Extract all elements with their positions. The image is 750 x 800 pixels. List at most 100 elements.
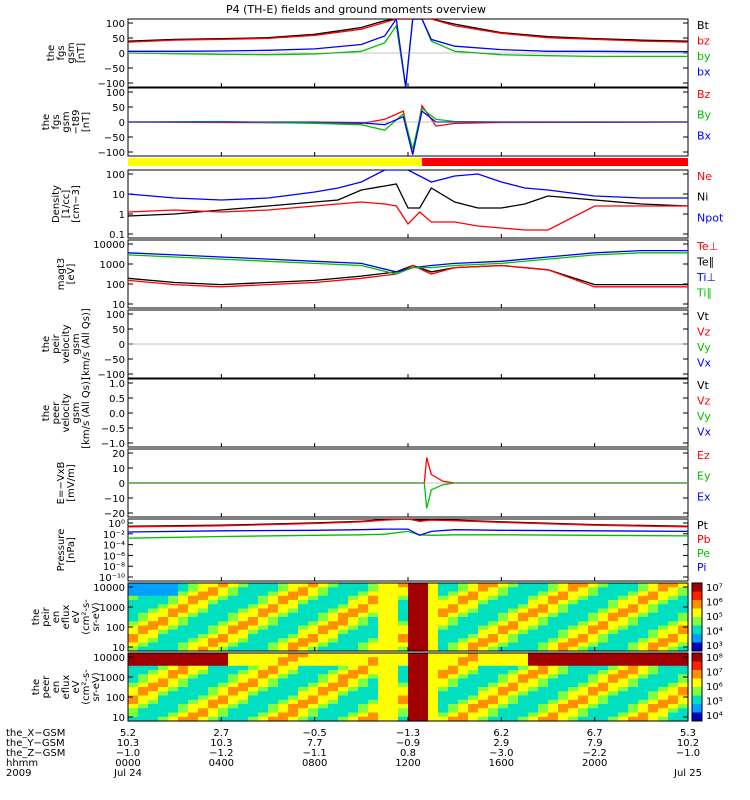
spectrogram-cell bbox=[278, 699, 289, 705]
y-axis-label-line: fgs bbox=[56, 45, 67, 60]
spectrogram-cell bbox=[458, 678, 469, 684]
spectrogram-cell bbox=[648, 665, 659, 671]
spectrogram-cell bbox=[408, 712, 419, 718]
spectrogram-cell bbox=[488, 695, 499, 701]
spectrogram-cell bbox=[248, 617, 259, 622]
spectrogram-cell bbox=[338, 682, 349, 688]
spectrogram-cell bbox=[438, 583, 449, 588]
spectrogram-cell bbox=[368, 595, 379, 601]
spectrogram-cell bbox=[518, 678, 529, 684]
spectrogram-cell bbox=[258, 625, 269, 631]
spectrogram-cell bbox=[478, 682, 489, 688]
spectrogram-cell bbox=[348, 608, 359, 614]
spectrogram-cell bbox=[648, 608, 659, 614]
spectrogram-cell bbox=[238, 665, 249, 671]
spectrogram-cell bbox=[548, 699, 559, 705]
spectrogram-cell bbox=[158, 704, 169, 709]
spectrogram-cell bbox=[548, 687, 559, 692]
spectrogram-cell bbox=[338, 591, 349, 597]
spectrogram-cell bbox=[678, 678, 689, 684]
spectrogram-cell bbox=[148, 617, 159, 622]
spectrogram-cell bbox=[478, 716, 489, 722]
spectrogram-cell bbox=[678, 708, 689, 714]
colorbar-frame bbox=[691, 582, 703, 652]
spectrogram-cell bbox=[568, 638, 579, 644]
spectrogram-cell bbox=[558, 661, 569, 667]
spectrogram-cell bbox=[398, 695, 409, 701]
spectrogram-cell bbox=[568, 665, 579, 671]
spectrogram-cell bbox=[308, 638, 319, 644]
spectrogram-cell bbox=[268, 604, 279, 610]
spectrogram-cell bbox=[378, 687, 389, 692]
spectrogram-cell bbox=[608, 657, 619, 663]
spectrogram-cell bbox=[338, 657, 349, 663]
spectrogram-cell bbox=[588, 642, 599, 648]
spectrogram-cell bbox=[648, 595, 659, 601]
spectrogram-cell bbox=[548, 634, 559, 639]
spectrogram-cell bbox=[218, 716, 229, 722]
spectrogram-cell bbox=[298, 657, 309, 663]
spectrogram-cell bbox=[288, 653, 299, 658]
spectrogram-cell bbox=[558, 634, 569, 639]
y-tick-label: −50 bbox=[104, 64, 125, 75]
spectrogram-cell bbox=[478, 670, 489, 675]
spectrogram-cell bbox=[168, 629, 179, 635]
spectrogram-cell bbox=[348, 674, 359, 680]
spectrogram-cell bbox=[548, 704, 559, 709]
spectrogram-cell bbox=[388, 687, 399, 692]
spectrogram-cell bbox=[228, 716, 239, 722]
spectrogram-cell bbox=[328, 634, 339, 639]
spectrogram-cell bbox=[508, 638, 519, 644]
spectrogram-cell bbox=[578, 712, 589, 718]
spectrogram-cell bbox=[598, 587, 609, 593]
spectrogram-cell bbox=[608, 617, 619, 622]
spectrogram-cell bbox=[398, 617, 409, 622]
spectrogram-cell bbox=[618, 708, 629, 714]
spectrogram-cell bbox=[668, 634, 679, 639]
spectrogram-cell bbox=[288, 716, 299, 722]
spectrogram-cell bbox=[608, 665, 619, 671]
spectrogram-cell bbox=[398, 612, 409, 618]
spectrogram-cell bbox=[188, 634, 199, 639]
spectrogram-cell bbox=[368, 642, 379, 648]
spectrogram-cell bbox=[178, 612, 189, 618]
legend-Ne: Ne bbox=[697, 170, 712, 183]
spectrogram-cell bbox=[408, 653, 419, 658]
spectrogram-cell bbox=[498, 600, 509, 605]
y-tick-label: 100 bbox=[106, 170, 125, 181]
spectrogram-cell bbox=[338, 583, 349, 588]
spectrogram-cell bbox=[668, 657, 679, 663]
spectrogram-cell bbox=[328, 612, 339, 618]
spectrogram-cell bbox=[268, 687, 279, 692]
spectrogram-cell bbox=[538, 629, 549, 635]
spectrogram-cell bbox=[448, 621, 459, 627]
y-tick-label: 100 bbox=[106, 19, 125, 30]
spectrogram-cell bbox=[578, 646, 589, 652]
spectrogram-cell bbox=[258, 691, 269, 697]
spectrogram-cell bbox=[598, 604, 609, 610]
spectrogram-cell bbox=[408, 646, 419, 652]
spectrogram-cell bbox=[488, 646, 499, 652]
spectrogram-cell bbox=[318, 646, 329, 652]
spectrogram-cell bbox=[348, 642, 359, 648]
spectrogram-cell bbox=[678, 716, 689, 722]
orbit-bar-red bbox=[422, 158, 688, 166]
spectrogram-cell bbox=[458, 600, 469, 605]
spectrogram-cell bbox=[578, 708, 589, 714]
spectrogram-cell bbox=[428, 591, 439, 597]
spectrogram-cell bbox=[448, 708, 459, 714]
spectrogram-cell bbox=[648, 682, 659, 688]
spectrogram-cell bbox=[628, 583, 639, 588]
spectrogram-cell bbox=[178, 691, 189, 697]
spectrogram-cell bbox=[658, 646, 669, 652]
spectrogram-cell bbox=[158, 600, 169, 605]
spectrogram-cell bbox=[508, 682, 519, 688]
spectrogram-cell bbox=[328, 657, 339, 663]
spectrogram-cell bbox=[258, 704, 269, 709]
spectrogram-cell bbox=[428, 629, 439, 635]
spectrogram-cell bbox=[128, 634, 139, 639]
spectrogram-cell bbox=[528, 691, 539, 697]
spectrogram-cell bbox=[148, 604, 159, 610]
spectrogram-cell bbox=[328, 604, 339, 610]
y-tick-label: 10 bbox=[112, 643, 125, 654]
